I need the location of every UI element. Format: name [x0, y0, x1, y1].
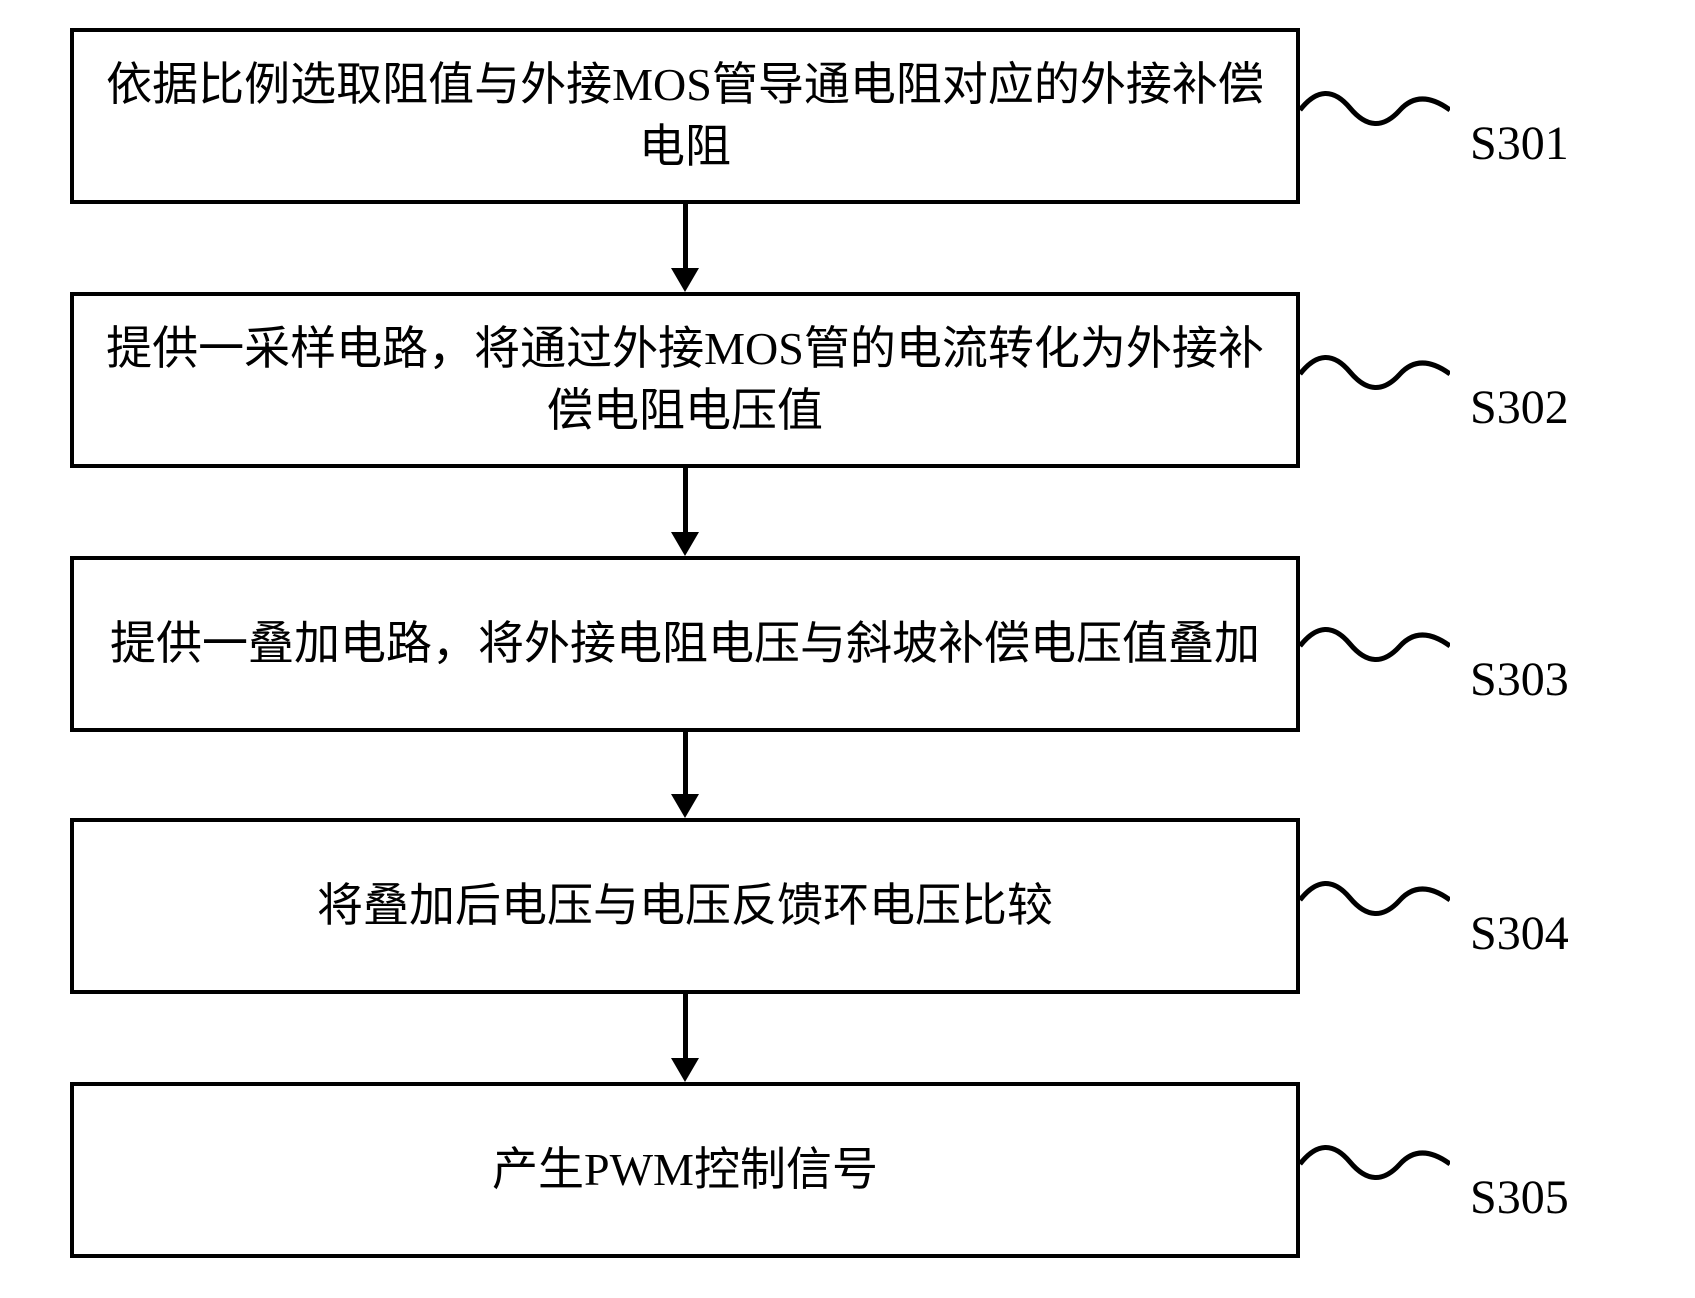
step-label-s302: S302	[1470, 380, 1569, 435]
label-text: S305	[1470, 1171, 1569, 1224]
step-text: 依据比例选取阻值与外接MOS管导通电阻对应的外接补偿电阻	[94, 54, 1276, 178]
connector-squiggle-icon	[1300, 1134, 1450, 1194]
step-text: 提供一采样电路，将通过外接MOS管的电流转化为外接补偿电阻电压值	[94, 318, 1276, 442]
step-label-s301: S301	[1470, 116, 1569, 171]
step-box-s305: 产生PWM控制信号	[70, 1082, 1300, 1258]
flowchart-canvas: 依据比例选取阻值与外接MOS管导通电阻对应的外接补偿电阻 提供一采样电路，将通过…	[0, 0, 1695, 1298]
label-text: S304	[1470, 907, 1569, 960]
step-label-s304: S304	[1470, 906, 1569, 961]
arrow-s302-s303	[683, 468, 688, 532]
arrow-s303-s304	[683, 732, 688, 794]
step-label-s303: S303	[1470, 652, 1569, 707]
arrow-head-icon	[671, 794, 699, 818]
arrow-s301-s302	[683, 204, 688, 268]
connector-squiggle-icon	[1300, 870, 1450, 930]
step-box-s302: 提供一采样电路，将通过外接MOS管的电流转化为外接补偿电阻电压值	[70, 292, 1300, 468]
connector-squiggle-icon	[1300, 80, 1450, 140]
arrow-s304-s305	[683, 994, 688, 1058]
step-text: 提供一叠加电路，将外接电阻电压与斜坡补偿电压值叠加	[110, 613, 1260, 675]
label-text: S301	[1470, 117, 1569, 170]
step-box-s301: 依据比例选取阻值与外接MOS管导通电阻对应的外接补偿电阻	[70, 28, 1300, 204]
arrow-head-icon	[671, 268, 699, 292]
connector-squiggle-icon	[1300, 616, 1450, 676]
step-label-s305: S305	[1470, 1170, 1569, 1225]
arrow-head-icon	[671, 1058, 699, 1082]
step-box-s303: 提供一叠加电路，将外接电阻电压与斜坡补偿电压值叠加	[70, 556, 1300, 732]
connector-squiggle-icon	[1300, 344, 1450, 404]
step-text: 将叠加后电压与电压反馈环电压比较	[317, 875, 1053, 937]
label-text: S303	[1470, 653, 1569, 706]
label-text: S302	[1470, 381, 1569, 434]
step-box-s304: 将叠加后电压与电压反馈环电压比较	[70, 818, 1300, 994]
step-text: 产生PWM控制信号	[492, 1139, 878, 1201]
arrow-head-icon	[671, 532, 699, 556]
